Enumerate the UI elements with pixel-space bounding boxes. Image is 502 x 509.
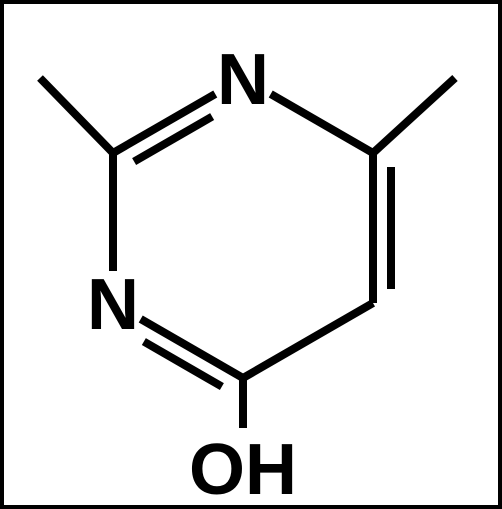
atom-label-N1: N: [217, 40, 269, 120]
molecule-canvas: N N OH: [0, 0, 502, 509]
atom-label-OH: OH: [189, 430, 297, 509]
structure-frame: N N OH: [0, 0, 502, 509]
atom-label-N3: N: [87, 265, 139, 345]
